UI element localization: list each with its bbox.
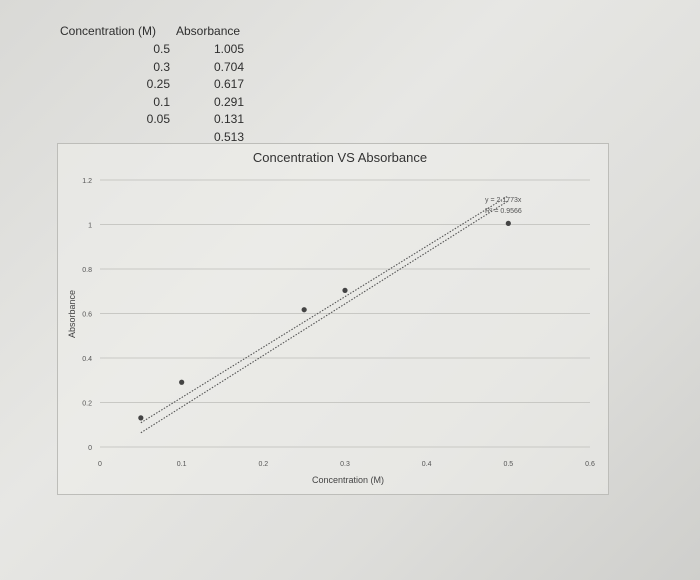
trendline: [140, 195, 509, 424]
x-tick-label: 0.6: [585, 461, 595, 468]
table-cell-concentration: 0.05: [146, 112, 170, 127]
table-cell-concentration: 0.3: [153, 59, 170, 74]
y-axis-label: Absorbance: [67, 290, 77, 338]
header-absorbance: Absorbance: [176, 24, 241, 38]
x-tick-label: 0: [98, 461, 102, 468]
table-cell-absorbance: 0.704: [213, 59, 244, 74]
y-tick-label: 0.4: [82, 356, 92, 363]
data-point: [505, 220, 511, 226]
chart-title: Concentration VS Absorbance: [253, 150, 427, 165]
y-tick-label: 0.6: [82, 312, 92, 319]
x-tick-label: 0.2: [258, 461, 268, 468]
data-point: [138, 415, 144, 421]
y-tick-label: 0: [88, 445, 92, 452]
table-cell-concentration: 0.1: [153, 94, 170, 109]
table-cell-absorbance: 0.131: [213, 112, 244, 127]
table-cell-absorbance: 1.005: [213, 42, 244, 56]
table-cell-concentration: 0.5: [153, 42, 170, 56]
data-point: [301, 307, 307, 313]
x-tick-label: 0.4: [422, 461, 432, 468]
chart-frame: [57, 143, 609, 495]
x-tick-label: 0.1: [177, 461, 187, 468]
y-tick-label: 1.2: [82, 178, 92, 185]
y-tick-label: 0.2: [82, 401, 92, 408]
x-tick-label: 0.3: [340, 461, 350, 468]
table-cell-concentration: 0.25: [146, 77, 170, 92]
table-cell-absorbance: 0.513: [213, 130, 244, 144]
y-tick-label: 1: [88, 223, 92, 230]
trendline-r-squared: R² = 0.9566: [485, 208, 522, 215]
header-concentration: Concentration (M): [60, 24, 157, 38]
trendline-shadow: [140, 200, 509, 434]
trendline-equation: y = 2.1773x: [485, 197, 522, 204]
y-tick-label: 0.8: [82, 267, 92, 274]
data-point: [179, 379, 185, 385]
table-cell-absorbance: 0.617: [213, 77, 244, 92]
x-tick-label: 0.5: [503, 461, 513, 468]
table-cell-absorbance: 0.291: [213, 94, 244, 109]
data-point: [342, 287, 348, 293]
x-axis-label: Concentration (M): [312, 475, 384, 485]
